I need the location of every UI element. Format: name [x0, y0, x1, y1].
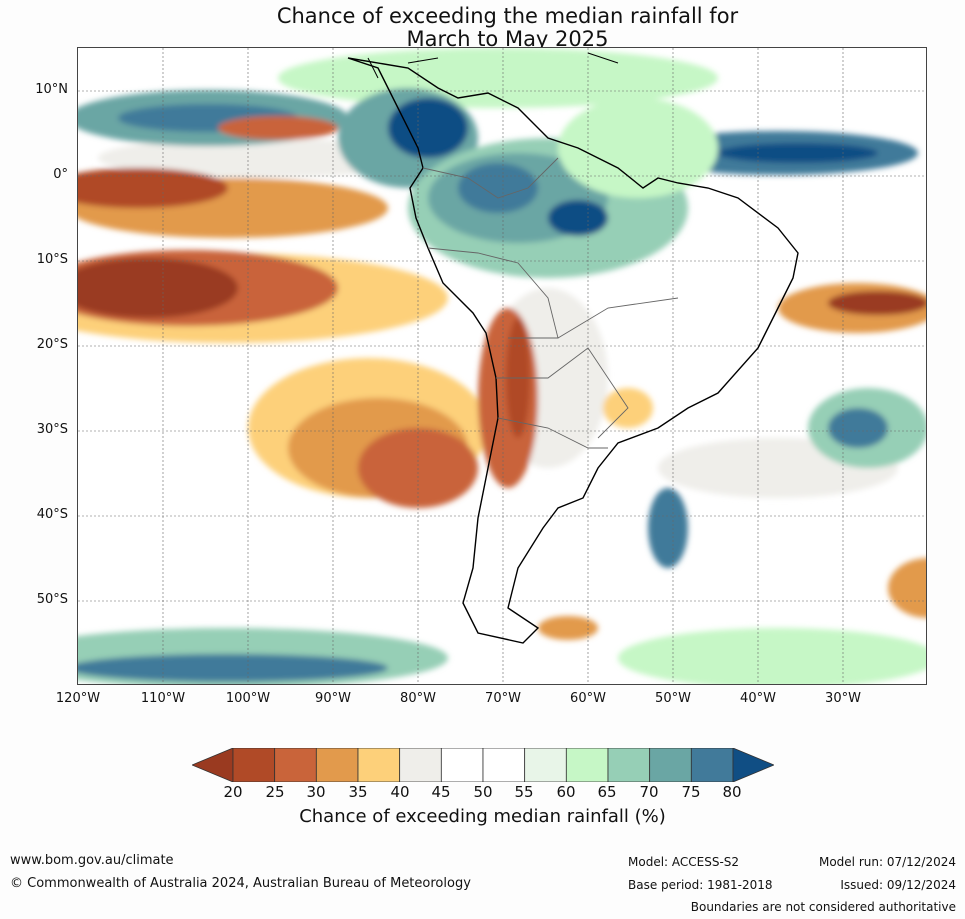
colorbar-tick: 55: [514, 783, 534, 801]
colorbar-tick: 20: [223, 783, 243, 801]
rainfall-probability-map: [77, 47, 927, 685]
base-period: Base period: 1981-2018: [628, 878, 773, 892]
copyright-text: © Commonwealth of Australia 2024, Austra…: [10, 876, 471, 891]
colorbar-segment: [565, 748, 609, 782]
map-title-line1: Chance of exceeding the median rainfall …: [276, 4, 739, 28]
lon-label-110w: 110°W: [140, 691, 186, 706]
colorbar-segment: [315, 748, 359, 782]
colorbar-tick: 60: [556, 783, 576, 801]
model-name: Model: ACCESS-S2: [628, 855, 740, 869]
lon-label-80w: 80°W: [400, 691, 436, 706]
colorbar-tick: 45: [431, 783, 451, 801]
colorbar-segment: [232, 748, 276, 782]
boundaries-disclaimer: Boundaries are not considered authoritat…: [690, 900, 956, 914]
lat-label-0: 0°: [53, 167, 68, 182]
caribbean-coast: [367, 52, 619, 79]
model-run-date: Model run: 07/12/2024: [818, 855, 956, 869]
lon-label-120w: 120°W: [55, 691, 101, 706]
colorbar-tick: 50: [473, 783, 493, 801]
lon-label-90w: 90°W: [315, 691, 351, 706]
colorbar-tick: 70: [639, 783, 659, 801]
colorbar-segment: [399, 748, 442, 782]
colorbar-label: Chance of exceeding median rainfall (%): [299, 806, 666, 827]
lon-label-60w: 60°W: [570, 691, 606, 706]
colorbar-tick: 80: [722, 783, 742, 801]
lat-label-50s: 50°S: [36, 592, 68, 607]
lon-label-50w: 50°W: [655, 691, 691, 706]
lon-label-70w: 70°W: [485, 691, 521, 706]
colorbar-tick: 75: [681, 783, 701, 801]
colorbar-tick: 25: [265, 783, 285, 801]
colorbar-tick: 35: [348, 783, 368, 801]
lat-label-20s: 20°S: [36, 337, 68, 352]
lat-label-40s: 40°S: [36, 507, 68, 522]
colorbar-arrow-low: [192, 748, 234, 782]
colorbar-segment: [440, 748, 484, 782]
lon-label-40w: 40°W: [740, 691, 776, 706]
colorbar-tick: 40: [390, 783, 410, 801]
lon-label-100w: 100°W: [225, 691, 271, 706]
graticule: [78, 48, 926, 684]
lat-label-10n: 10°N: [35, 82, 68, 97]
colorbar-tick: 65: [597, 783, 617, 801]
lat-label-10s: 10°S: [36, 252, 68, 267]
website-link[interactable]: www.bom.gov.au/climate: [10, 853, 174, 868]
colorbar-segment: [649, 748, 692, 782]
colorbar-segment: [482, 748, 526, 782]
lon-label-30w: 30°W: [825, 691, 861, 706]
colorbar-arrow-high: [732, 748, 774, 782]
probability-field: [78, 48, 926, 684]
lat-label-30s: 30°S: [36, 422, 68, 437]
colorbar-tick: 30: [306, 783, 326, 801]
issued-date: Issued: 09/12/2024: [840, 878, 956, 892]
colorbar-segment: [524, 748, 567, 782]
south-america-coastline: [347, 57, 799, 644]
colorbar-segment: [357, 748, 401, 782]
country-borders: [422, 157, 679, 449]
colorbar-segment: [690, 748, 734, 782]
colorbar-segment: [274, 748, 317, 782]
colorbar: [192, 748, 774, 782]
colorbar-segment: [607, 748, 651, 782]
